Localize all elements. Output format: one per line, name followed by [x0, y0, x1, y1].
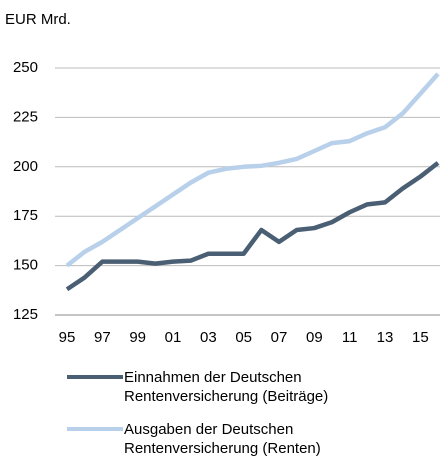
x-tick-label: 95	[59, 329, 76, 346]
y-tick-label: 225	[13, 108, 38, 125]
y-tick-label: 200	[13, 158, 38, 175]
series-line	[65, 161, 440, 292]
x-tick-label: 09	[306, 329, 323, 346]
legend-label: Ausgaben der Deutschen Rentenversicherun…	[124, 421, 321, 457]
x-tick-label: 13	[377, 329, 394, 346]
x-tick-label: 01	[165, 329, 182, 346]
legend-label: Einnahmen der Deutschen Rentenversicheru…	[124, 369, 329, 405]
x-tick-label: 05	[235, 329, 252, 346]
x-tick-label: 15	[412, 329, 429, 346]
y-tick-label: 175	[13, 207, 38, 224]
x-tick-label: 07	[271, 329, 288, 346]
x-tick-label: 03	[200, 329, 217, 346]
y-tick-label: 250	[13, 59, 38, 76]
x-tick-label: 11	[342, 329, 358, 346]
x-tick-label: 99	[129, 329, 146, 346]
y-tick-label: 150	[13, 257, 38, 274]
y-axis-unit: EUR Mrd.	[5, 11, 71, 28]
x-tick-label: 97	[94, 329, 111, 346]
legend-swatch	[67, 427, 123, 431]
series-line	[65, 72, 440, 268]
legend-swatch	[67, 375, 123, 379]
y-tick-label: 125	[13, 306, 38, 323]
